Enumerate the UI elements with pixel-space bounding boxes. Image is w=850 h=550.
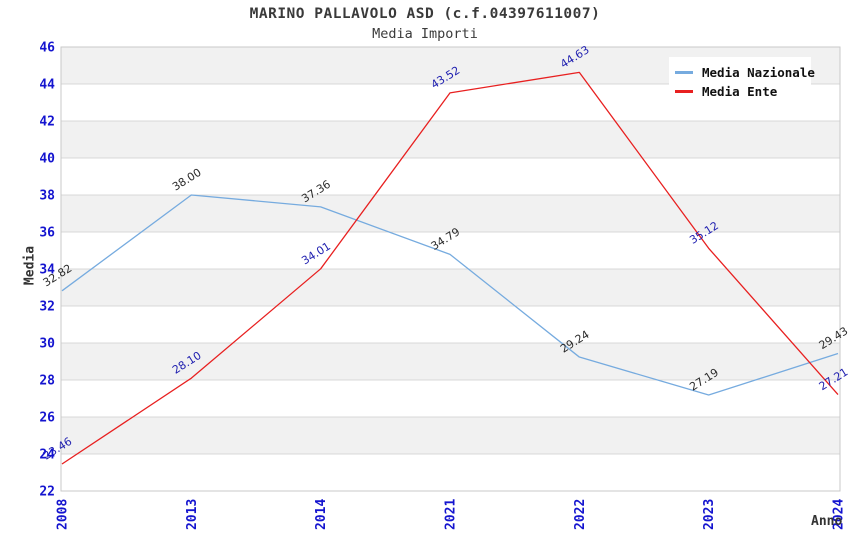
y-axis-title: Media	[22, 245, 38, 286]
point-label-0: 38.00	[170, 166, 204, 194]
legend-swatch-media-nazionale	[675, 71, 693, 74]
legend-label: Media Nazionale	[702, 65, 815, 80]
grid-band	[61, 343, 840, 380]
x-tick-label: 2024	[832, 499, 847, 530]
grid-band	[61, 269, 840, 306]
y-tick-label: 34	[39, 263, 55, 278]
y-tick-label: 46	[39, 41, 55, 56]
y-tick-label: 30	[39, 337, 55, 352]
legend-item-media-ente: Media Ente	[675, 82, 803, 101]
legend-swatch-media-ente	[675, 90, 693, 93]
legend-label: Media Ente	[702, 84, 778, 99]
grid-band	[61, 195, 840, 232]
y-tick-label: 32	[39, 300, 55, 315]
x-tick-label: 2023	[702, 499, 717, 530]
series-line-0	[61, 194, 839, 396]
y-tick-label: 38	[39, 189, 55, 204]
y-tick-label: 28	[39, 374, 55, 389]
grid-band	[61, 121, 840, 158]
series-line-1	[61, 71, 839, 465]
grid-band	[61, 417, 840, 454]
x-tick-label: 2014	[314, 499, 329, 530]
legend: Media Nazionale Media Ente	[669, 57, 815, 107]
x-tick-label: 2022	[573, 499, 588, 530]
y-tick-label: 44	[39, 78, 55, 93]
y-tick-label: 36	[39, 226, 55, 241]
y-tick-label: 42	[39, 115, 55, 130]
y-tick-label: 26	[39, 411, 55, 426]
point-label-1: 34.01	[299, 240, 333, 268]
y-tick-label: 24	[39, 448, 55, 463]
legend-item-media-nazionale: Media Nazionale	[675, 63, 815, 82]
chart-subtitle: Media Importi	[372, 26, 478, 42]
x-axis-title: Anno	[811, 514, 843, 529]
y-tick-label: 22	[39, 485, 55, 500]
chart-title: MARINO PALLAVOLO ASD (c.f.04397611007)	[249, 6, 601, 22]
x-tick-label: 2008	[56, 499, 71, 530]
plot-border	[60, 46, 841, 492]
x-tick-label: 2021	[444, 499, 459, 530]
y-tick-label: 40	[39, 152, 55, 167]
x-tick-label: 2013	[185, 499, 200, 530]
